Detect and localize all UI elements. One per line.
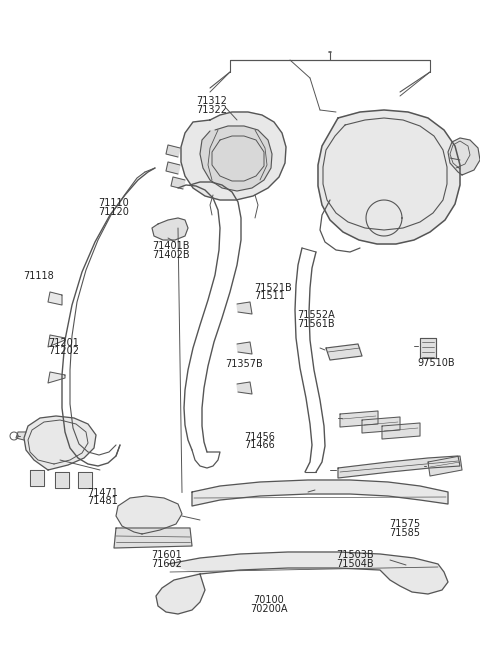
Polygon shape xyxy=(428,456,462,476)
Text: 71402B: 71402B xyxy=(153,250,190,259)
Polygon shape xyxy=(382,423,420,439)
Polygon shape xyxy=(24,416,96,470)
Text: 71601: 71601 xyxy=(152,550,182,560)
Text: 71585: 71585 xyxy=(389,528,420,538)
Polygon shape xyxy=(237,342,252,354)
Text: 71118: 71118 xyxy=(23,271,54,280)
Text: 71511: 71511 xyxy=(254,291,285,301)
Text: 71561B: 71561B xyxy=(298,319,335,329)
Polygon shape xyxy=(362,417,400,433)
Polygon shape xyxy=(338,456,460,478)
Text: 71202: 71202 xyxy=(48,346,79,356)
Polygon shape xyxy=(318,110,460,244)
Polygon shape xyxy=(166,162,180,174)
Polygon shape xyxy=(30,470,44,486)
Polygon shape xyxy=(181,112,286,200)
Text: 71357B: 71357B xyxy=(226,359,264,369)
Polygon shape xyxy=(237,382,252,394)
Polygon shape xyxy=(237,302,252,314)
Text: 71504B: 71504B xyxy=(336,559,373,569)
Text: 71456: 71456 xyxy=(244,432,275,441)
Polygon shape xyxy=(16,432,26,440)
Text: 97510B: 97510B xyxy=(418,358,455,367)
Text: 71471: 71471 xyxy=(87,488,118,498)
Polygon shape xyxy=(326,344,362,360)
Polygon shape xyxy=(48,372,65,383)
Polygon shape xyxy=(192,480,448,506)
Text: 71466: 71466 xyxy=(244,440,275,450)
Text: 71312: 71312 xyxy=(196,96,227,106)
Text: 71503B: 71503B xyxy=(336,550,373,560)
Text: 71602: 71602 xyxy=(152,559,182,569)
Text: 71322: 71322 xyxy=(196,105,227,115)
Polygon shape xyxy=(340,411,378,427)
Polygon shape xyxy=(114,528,192,548)
Text: 70100: 70100 xyxy=(253,595,284,605)
Text: 71120: 71120 xyxy=(98,207,129,217)
Polygon shape xyxy=(55,472,69,488)
Polygon shape xyxy=(171,177,185,189)
Text: 71521B: 71521B xyxy=(254,283,292,293)
Polygon shape xyxy=(166,145,180,157)
Polygon shape xyxy=(48,292,62,305)
Text: 71110: 71110 xyxy=(98,198,129,208)
Text: 71201: 71201 xyxy=(48,338,79,348)
Text: 71401B: 71401B xyxy=(153,241,190,251)
Polygon shape xyxy=(200,126,272,191)
Text: 70200A: 70200A xyxy=(250,604,288,614)
Polygon shape xyxy=(116,496,182,534)
Polygon shape xyxy=(78,472,92,488)
Polygon shape xyxy=(448,138,480,175)
Text: 71552A: 71552A xyxy=(298,310,336,320)
Text: 71575: 71575 xyxy=(389,519,420,529)
Polygon shape xyxy=(156,552,448,614)
Polygon shape xyxy=(152,218,188,240)
Polygon shape xyxy=(48,335,65,347)
Text: 71481: 71481 xyxy=(87,496,118,506)
Polygon shape xyxy=(420,338,436,358)
